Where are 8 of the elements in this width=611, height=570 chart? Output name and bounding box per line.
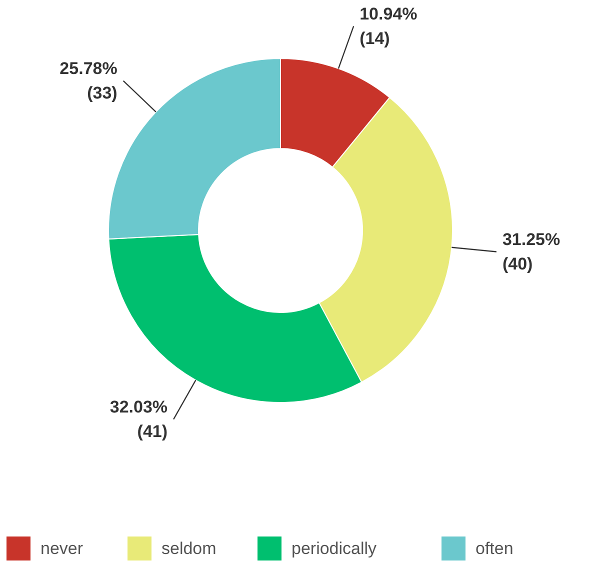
legend-label: often: [476, 539, 514, 558]
legend-label: seldom: [162, 539, 216, 558]
data-label: 32.03% (41): [110, 397, 168, 442]
data-label: 10.94% (14): [360, 4, 418, 48]
data-label: 25.78% (33): [60, 59, 118, 103]
data-label: 31.25% (40): [502, 230, 560, 274]
legend-label: periodically: [292, 539, 378, 558]
legend-label: never: [40, 539, 84, 558]
